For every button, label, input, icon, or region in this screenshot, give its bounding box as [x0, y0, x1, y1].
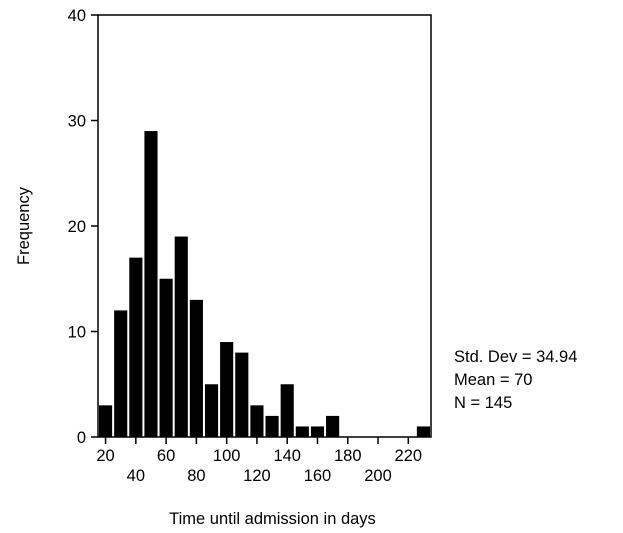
- summary-stats: Std. Dev = 34.94 Mean = 70 N = 145: [454, 346, 577, 415]
- bar: [295, 426, 309, 437]
- y-tick-label: 30: [68, 113, 86, 131]
- x-tick-label: 140: [273, 447, 301, 465]
- bar: [250, 405, 264, 437]
- y-axis: 0 10 20 30 40: [68, 7, 98, 447]
- bar: [326, 415, 340, 437]
- x-tick-label: 180: [334, 447, 362, 465]
- bar: [174, 236, 188, 437]
- bar: [220, 342, 234, 437]
- bar: [235, 352, 249, 437]
- bar: [310, 426, 325, 437]
- bar: [189, 299, 203, 437]
- bar: [204, 384, 219, 437]
- bar: [99, 405, 113, 437]
- bar: [144, 131, 158, 438]
- bar: [265, 415, 279, 437]
- bar: [159, 278, 173, 437]
- std-dev-text: Std. Dev = 34.94: [454, 348, 578, 366]
- bar: [114, 310, 128, 437]
- x-tick-label: 120: [243, 467, 271, 485]
- x-tick-label: 80: [187, 467, 205, 485]
- y-axis-label: Frequency: [15, 186, 33, 265]
- x-tick-label: 60: [157, 447, 175, 465]
- bar: [416, 426, 430, 437]
- y-tick-label: 0: [77, 429, 86, 447]
- bar: [129, 257, 143, 437]
- bar: [280, 384, 294, 437]
- mean-text: Mean = 70: [454, 371, 533, 389]
- x-tick-label: 100: [213, 447, 241, 465]
- y-tick-label: 40: [68, 7, 86, 25]
- x-tick-label: 220: [395, 447, 423, 465]
- x-tick-label: 40: [127, 467, 145, 485]
- bars-group: [99, 131, 430, 438]
- n-text: N = 145: [454, 394, 513, 412]
- y-tick-label: 10: [68, 324, 86, 342]
- x-tick-label: 200: [364, 467, 392, 485]
- y-tick-label: 20: [68, 218, 86, 236]
- x-tick-label: 160: [304, 467, 332, 485]
- x-tick-label: 20: [96, 447, 114, 465]
- x-axis-label: Time until admission in days: [169, 510, 376, 528]
